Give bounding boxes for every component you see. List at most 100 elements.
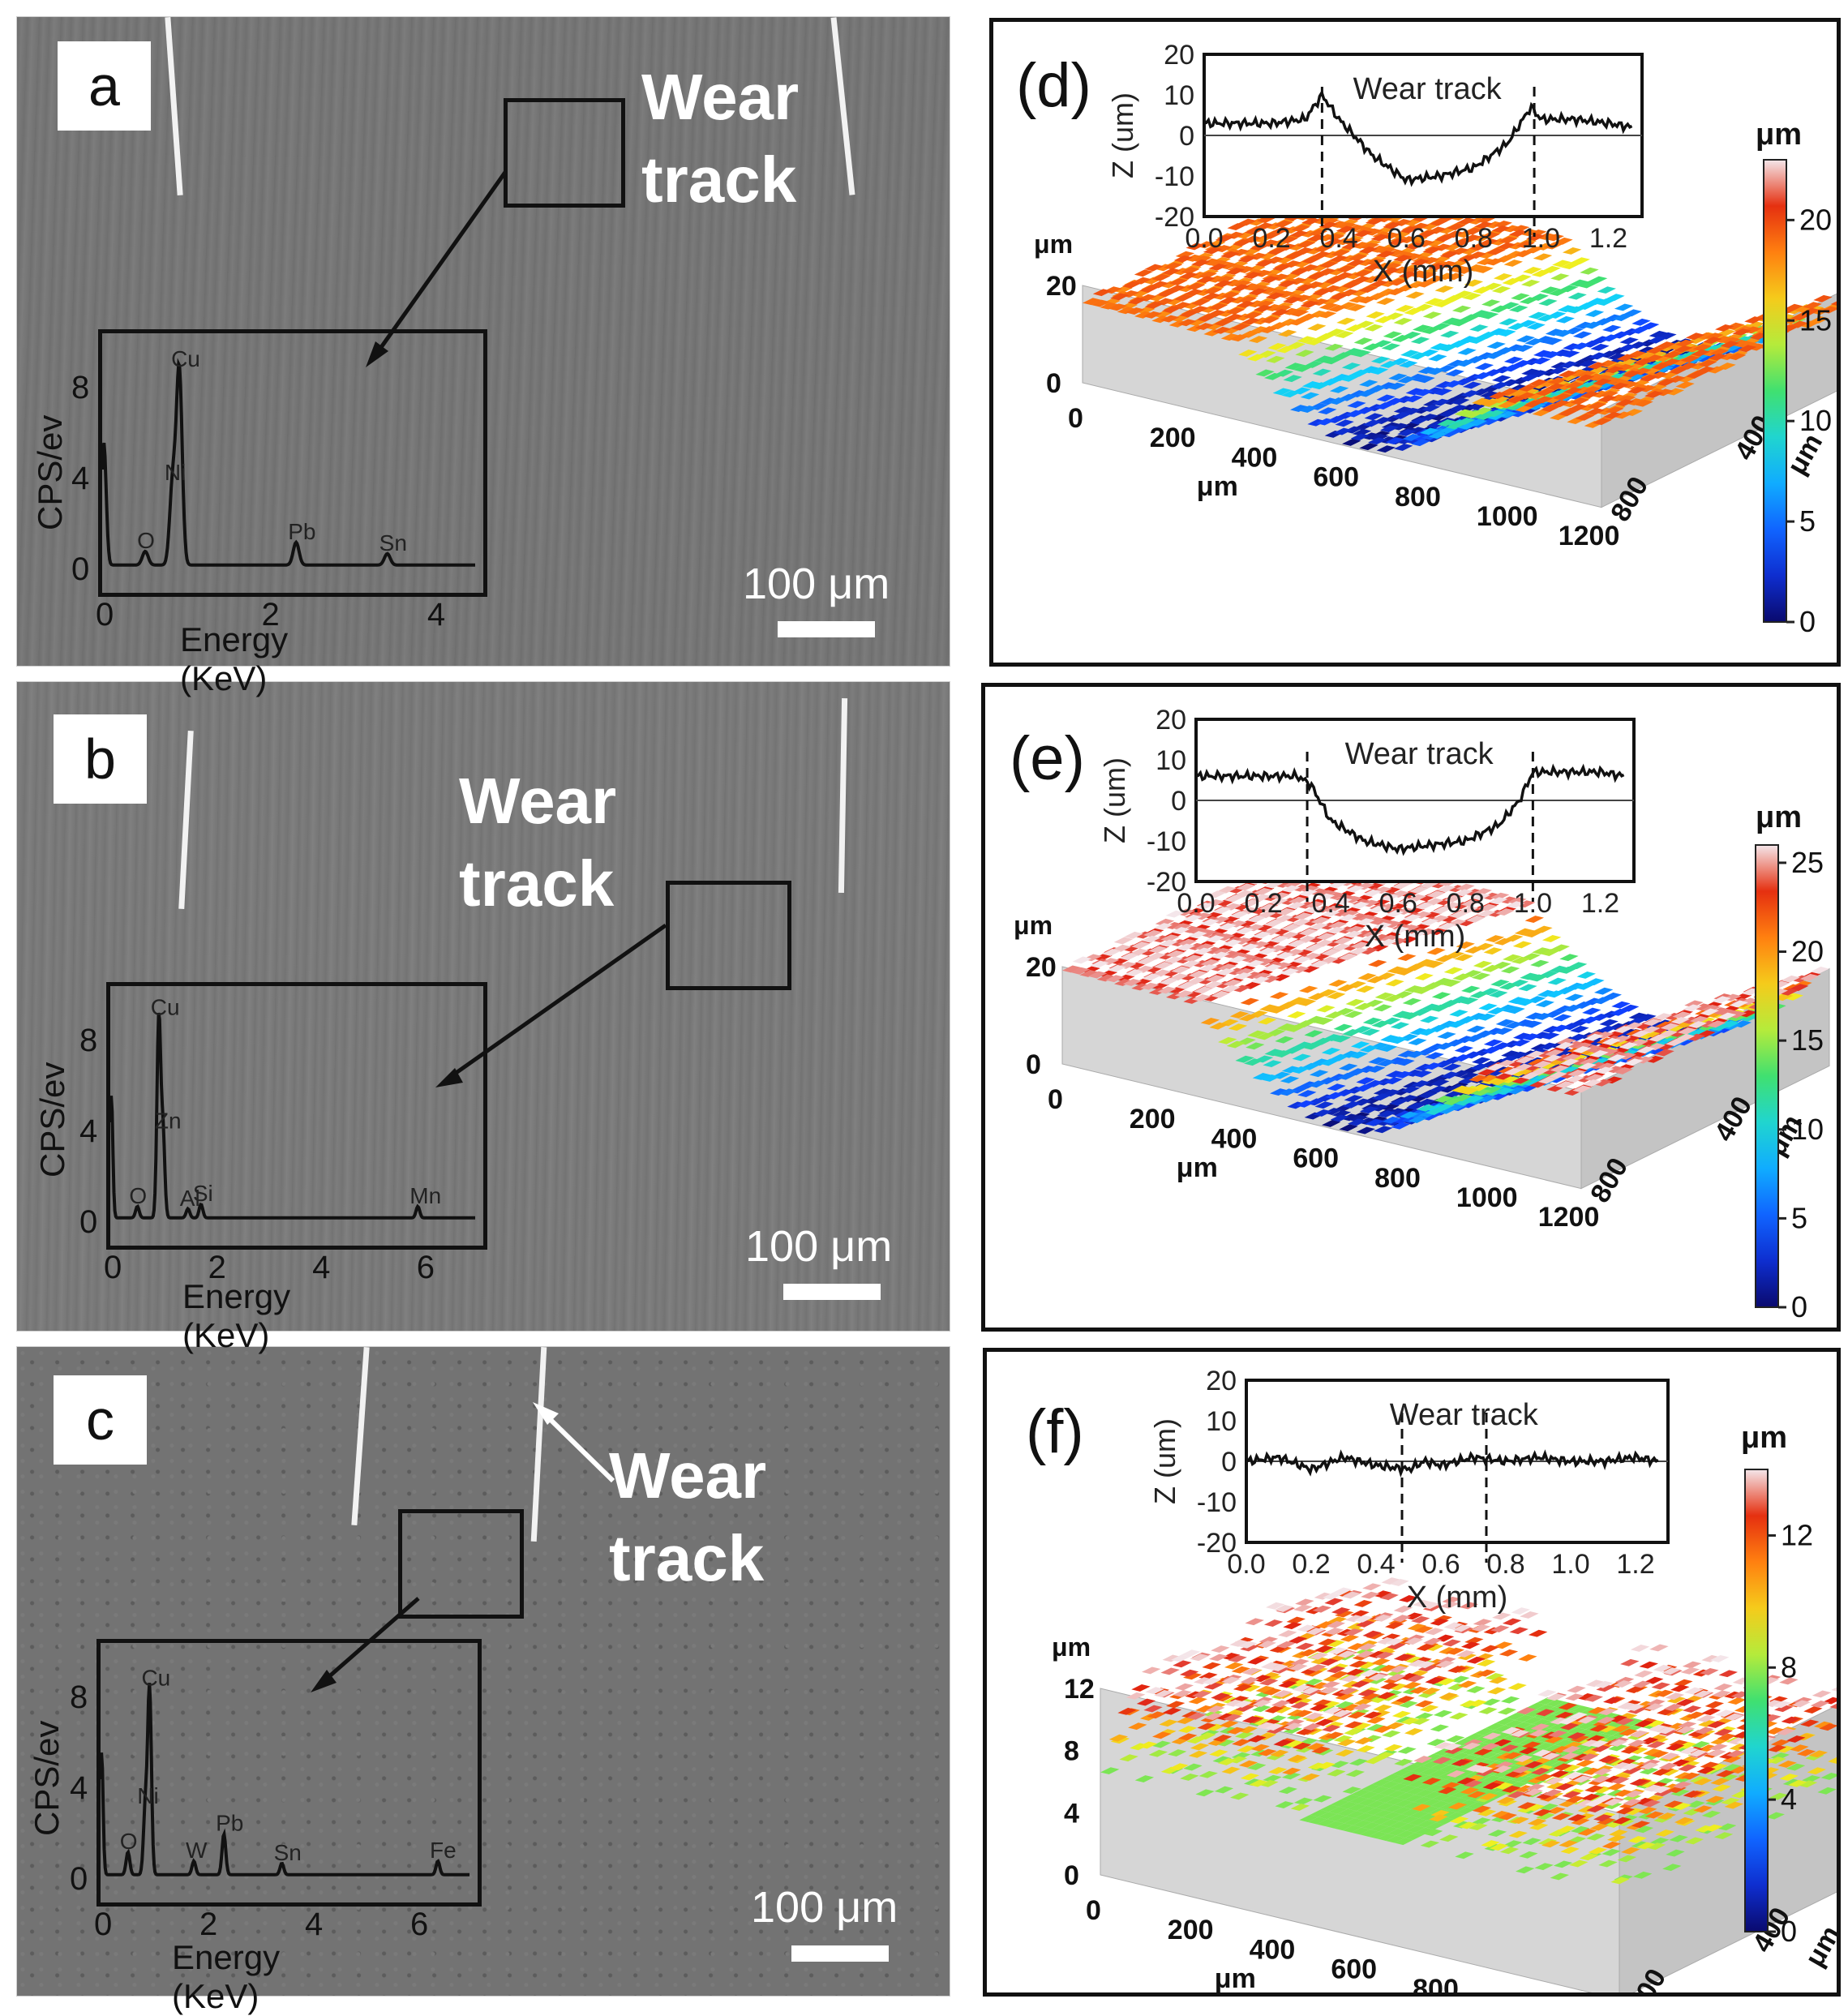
profile-xlabel: X (mm) (1407, 1581, 1508, 1615)
wear-track-label: Wear track (641, 61, 800, 216)
colorbar-tick-label: 15 (1799, 303, 1832, 337)
eds-x-tick: 2 (261, 597, 279, 633)
surface-x-tick: 1000 (1494, 1993, 1556, 1997)
surface-x-tick: 0 (1068, 403, 1083, 434)
eds-ylabel: CPS/ev (28, 1720, 66, 1836)
eds-xlabel: Energy (KeV) (180, 620, 289, 697)
sem-panel-b: b Wear track Cu Zn O Al Si Mn 0 2 4 6 0 4 8 100 μm (16, 681, 950, 1332)
surface-3d: 020040060080010001200μm0400800μm12840μmW… (1052, 1366, 1841, 1997)
surface-x-tick: 600 (1293, 1143, 1339, 1174)
eds-peak-label: Sn (274, 1840, 302, 1865)
eds-spectrum: Cu Ni O Pb Sn 0 2 4 0 4 8 (71, 329, 487, 633)
eds-x-tick: 0 (94, 1907, 112, 1942)
surface-z-tick: 8 (1064, 1736, 1079, 1767)
eds-y-tick: 4 (70, 1770, 88, 1806)
surface-x-tick: 0 (1048, 1084, 1063, 1115)
eds-spectrum: Cu Zn O Al Si Mn 0 2 4 6 0 4 8 (79, 982, 487, 1285)
profile-x-tick: 1.2 (1581, 888, 1619, 919)
surface-x-tick: 0 (1086, 1895, 1101, 1926)
eds-x-tick: 6 (417, 1250, 435, 1285)
scale-bar (783, 1284, 881, 1300)
colorbar-tick-label: 25 (1791, 846, 1824, 879)
surface-x-tick: 1200 (1559, 521, 1620, 551)
surface-3d: 020040060080010001200μm0400800μm200μmWea… (1034, 40, 1837, 638)
eds-y-tick: 8 (71, 370, 89, 405)
profile-x-tick: 0.0 (1185, 223, 1223, 254)
surface-z-tick: 4 (1064, 1798, 1079, 1829)
colorbar-title: μm (1756, 800, 1803, 834)
surface-y-tick: 0 (1833, 1057, 1841, 1085)
surface-x-tick: 800 (1413, 1974, 1459, 1997)
eds-x-tick: 0 (96, 597, 114, 633)
surface-z-tick: 0 (1046, 368, 1061, 399)
surface-3d: 020040060080010001200μm0400800μm200μmWea… (1014, 705, 1841, 1323)
surface-x-tick: 400 (1232, 442, 1278, 473)
eds-x-tick: 2 (199, 1907, 217, 1942)
surface-x-tick: 1000 (1477, 501, 1538, 532)
surface-x-tick: 200 (1130, 1104, 1176, 1135)
surface-z-tick: 20 (1046, 271, 1077, 302)
eds-peak-label: Mn (409, 1183, 441, 1208)
profile-ylabel: Z (um) (1148, 1418, 1181, 1504)
surface-mesh (1100, 1577, 1837, 1885)
arrow (366, 169, 508, 367)
eds-x-tick: 4 (312, 1250, 330, 1285)
panel-letter: (f) (1026, 1397, 1084, 1466)
eds-y-tick: 4 (79, 1113, 97, 1149)
eds-trace (99, 1683, 470, 1877)
profile-x-tick: 0.6 (1387, 223, 1426, 254)
profile-x-tick: 1.2 (1616, 1549, 1654, 1580)
eds-peak-label: Pb (288, 519, 315, 544)
eds-ylabel: CPS/ev (33, 1062, 71, 1177)
eds-peak-label: Ni (165, 460, 186, 485)
surface-z-unit: μm (1034, 229, 1073, 259)
profile-x-tick: 1.0 (1522, 223, 1560, 254)
profile-x-tick: 0.6 (1421, 1549, 1460, 1580)
profile-xlabel: X (mm) (1365, 920, 1466, 954)
panel-letter: a (58, 41, 151, 131)
profile-title: Wear track (1390, 1398, 1539, 1432)
white-arrow (311, 1402, 615, 1692)
profile-panel-d: (d) 020040060080010001200μm0400800μm200μ… (989, 18, 1841, 667)
colorbar-tick-label: 8 (1781, 1650, 1797, 1684)
profile-y-tick: -20 (1155, 202, 1194, 233)
profile-y-tick: 0 (1171, 786, 1186, 817)
profile-x-tick: 0.2 (1292, 1549, 1330, 1580)
region-box (398, 1509, 524, 1619)
profile-y-tick: 20 (1206, 1366, 1237, 1396)
eds-peak-label: Cu (141, 1665, 170, 1690)
eds-y-tick: 4 (71, 461, 89, 496)
wear-track-label: Wear track (609, 1439, 767, 1594)
eds-x-tick: 0 (104, 1250, 122, 1285)
surface-z-tick: 12 (1064, 1674, 1095, 1705)
eds-x-tick: 6 (410, 1907, 428, 1942)
eds-y-tick: 8 (70, 1679, 88, 1715)
surface-side-wall (1619, 1705, 1837, 1992)
surface-x-tick: 400 (1211, 1123, 1258, 1154)
eds-peak-label: O (137, 528, 155, 553)
eds-peak-label: Zn (155, 1109, 182, 1134)
colorbar-tick-label: 4 (1781, 1782, 1797, 1816)
profile-y-tick: 20 (1164, 40, 1194, 71)
profile-x-tick: 0.8 (1455, 223, 1493, 254)
profile-x-tick: 1.0 (1551, 1549, 1589, 1580)
surface-y-unit: μm (1799, 1920, 1841, 1971)
eds-peak-label: Si (193, 1181, 213, 1206)
sem-panel-a: a Wear track Cu Ni O Pb Sn 0 2 4 0 4 8 100 μm (16, 16, 950, 667)
colorbar (1755, 844, 1779, 1308)
panel-letter: (e) (1010, 724, 1085, 793)
region-box (666, 881, 791, 990)
profile-x-tick: 0.0 (1177, 888, 1215, 919)
profile-x-tick: 0.6 (1379, 888, 1417, 919)
surface-x-tick: 400 (1250, 1934, 1296, 1965)
profile-x-tick: 0.4 (1357, 1549, 1395, 1580)
scale-bar (778, 621, 875, 637)
colorbar-title: μm (1756, 118, 1803, 152)
colorbar-title: μm (1741, 1421, 1788, 1455)
surface-x-tick: 200 (1168, 1915, 1214, 1945)
profile-x-tick: 0.2 (1244, 888, 1282, 919)
profile-xlabel: X (mm) (1373, 255, 1474, 289)
panel-letter: b (54, 714, 147, 804)
eds-peak-label: Al (180, 1186, 200, 1211)
surface-z-unit: μm (1052, 1632, 1091, 1662)
